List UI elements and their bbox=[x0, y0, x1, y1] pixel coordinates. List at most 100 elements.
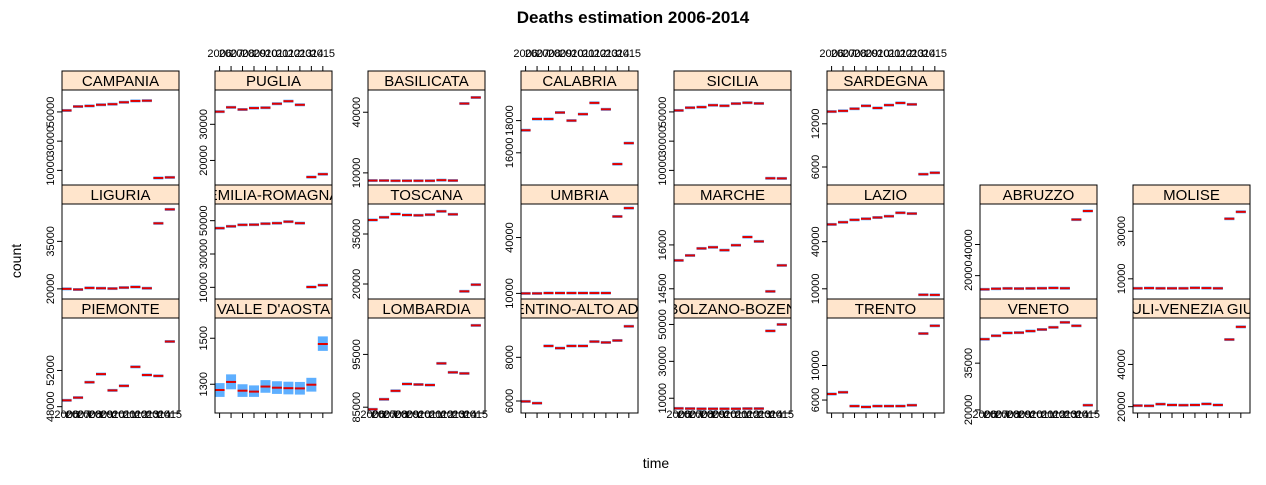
x-tick-label-bottom: 2011 bbox=[1030, 409, 1054, 421]
panel-lombardia: LOMBARDIA 85000 95000 bbox=[351, 298, 486, 423]
y-tick-label: 20000 bbox=[45, 274, 57, 305]
x-tick-label-top: 2013 bbox=[288, 48, 312, 60]
x-tick-label-bottom: 2008 bbox=[383, 409, 407, 421]
panel-strip-label: BOLZANO-BOZEN bbox=[668, 301, 796, 318]
panel-marks bbox=[674, 235, 787, 293]
x-tick-label-bottom: 2012 bbox=[735, 409, 759, 421]
x-tick-label-bottom: 2010 bbox=[1018, 409, 1042, 421]
panel-frame bbox=[214, 89, 333, 186]
panel-strip-label: VENETO bbox=[1008, 301, 1069, 318]
x-tick-label-bottom: 2009 bbox=[701, 409, 725, 421]
panel-veneto: VENETO 20000 35000 bbox=[963, 298, 1098, 426]
panel-marks bbox=[62, 207, 175, 291]
panel-marks bbox=[674, 101, 787, 180]
x-tick-label-bottom: 2015 bbox=[770, 409, 794, 421]
y-tick-label: 20000 bbox=[963, 395, 975, 426]
x-tick-label-top: 2014 bbox=[605, 48, 629, 60]
x-tick-label-top: 2007 bbox=[831, 48, 855, 60]
panel-frame bbox=[826, 89, 945, 186]
y-tick-label: 20000 bbox=[963, 260, 975, 291]
panel-frame bbox=[826, 203, 945, 300]
y-tick-label: 10000 bbox=[1116, 264, 1128, 295]
panel-marks bbox=[980, 320, 1093, 407]
chart-title: Deaths estimation 2006-2014 bbox=[517, 8, 750, 27]
x-tick-label-top: 2009 bbox=[242, 48, 266, 60]
y-tick-label: 8000 bbox=[504, 345, 516, 369]
panel-marks bbox=[827, 324, 940, 409]
x-tick-label-top: 2011 bbox=[571, 48, 595, 60]
x-tick-label-bottom: 2012 bbox=[429, 409, 453, 421]
y-tick-label: 10000 bbox=[45, 155, 57, 186]
panel-strip-label: FRIULI-VENEZIA GIULIA bbox=[1107, 301, 1266, 318]
y-tick-label: 10000 bbox=[810, 350, 822, 381]
x-tick-label-bottom: 2015 bbox=[464, 409, 488, 421]
panels-layer: PIEMONTE 48000 52000 VALLE D'AOSTA 1300 1500 L… bbox=[45, 48, 1266, 426]
panel-piemonte: PIEMONTE 48000 52000 bbox=[45, 298, 180, 422]
x-tick-label-top: 2006 bbox=[819, 48, 843, 60]
x-tick-label-bottom: 2011 bbox=[724, 409, 748, 421]
y-tick-label: 35000 bbox=[351, 219, 363, 250]
y-tick-label: 40000 bbox=[963, 229, 975, 260]
x-tick-label-bottom: 2009 bbox=[1007, 409, 1031, 421]
panel-strip-label: BASILICATA bbox=[384, 73, 468, 90]
x-tick-label-top: 2008 bbox=[536, 48, 560, 60]
x-tick-label-top: 2013 bbox=[900, 48, 924, 60]
x-tick-label-bottom: 2014 bbox=[1064, 409, 1088, 421]
x-tick-label-top: 2013 bbox=[594, 48, 618, 60]
y-tick-label: 30000 bbox=[1116, 216, 1128, 247]
panel-strip-label: EMILIA-ROMAGNA bbox=[208, 187, 340, 204]
x-tick-label-bottom: 2009 bbox=[395, 409, 419, 421]
x-tick-label-top: 2008 bbox=[842, 48, 866, 60]
x-tick-label-top: 2015 bbox=[923, 48, 947, 60]
y-tick-label: 10000 bbox=[504, 278, 516, 309]
panel-sardegna: SARDEGNA 6000 12000 bbox=[810, 70, 945, 186]
x-tick-label-top: 2012 bbox=[888, 48, 912, 60]
x-tick-label-top: 2010 bbox=[559, 48, 583, 60]
panel-frame bbox=[520, 203, 639, 300]
x-tick-label-top: 2006 bbox=[513, 48, 537, 60]
x-tick-label-bottom: 2013 bbox=[1053, 409, 1077, 421]
panel-marks bbox=[980, 209, 1093, 291]
panel-strip-label: TRENTINO-ALTO ADIGE bbox=[495, 301, 664, 318]
panel-marks bbox=[62, 99, 175, 180]
x-tick-label-bottom: 2011 bbox=[418, 409, 442, 421]
panel-strip-label: CALABRIA bbox=[542, 73, 616, 90]
panel-marks bbox=[1133, 210, 1246, 290]
panel-frame bbox=[367, 317, 486, 414]
panel-marks bbox=[521, 324, 634, 405]
panel-marks bbox=[368, 209, 481, 293]
x-tick-label-bottom: 2007 bbox=[984, 409, 1008, 421]
y-tick-label: 50000 bbox=[657, 97, 669, 128]
x-tick-label-top: 2008 bbox=[230, 48, 254, 60]
panel-marks bbox=[674, 322, 787, 411]
x-tick-label-bottom: 2008 bbox=[77, 409, 101, 421]
y-tick-label: 14500 bbox=[657, 273, 669, 304]
panel-marks bbox=[215, 336, 328, 397]
y-tick-label: 6000 bbox=[504, 389, 516, 413]
panel-frame bbox=[979, 203, 1098, 300]
panel-frame bbox=[520, 317, 639, 414]
panel-marks bbox=[368, 95, 481, 183]
panel-marks bbox=[827, 101, 940, 176]
panel-strip-label: SARDEGNA bbox=[843, 73, 927, 90]
panel-frame bbox=[673, 203, 792, 300]
panel-frame bbox=[1132, 203, 1251, 300]
panel-marks bbox=[368, 323, 481, 411]
panel-basilicata: BASILICATA 10000 40000 bbox=[351, 70, 486, 188]
x-tick-label-bottom: 2006 bbox=[972, 409, 996, 421]
y-tick-label: 16000 bbox=[504, 137, 516, 168]
y-tick-label: 30000 bbox=[198, 109, 210, 140]
panel-marks bbox=[521, 101, 634, 166]
panel-strip-label: LOMBARDIA bbox=[382, 301, 470, 318]
x-tick-label-bottom: 2010 bbox=[406, 409, 430, 421]
y-tick-label: 85000 bbox=[351, 392, 363, 423]
panel-strip-label: ABRUZZO bbox=[1003, 187, 1075, 204]
y-tick-label: 20000 bbox=[1116, 391, 1128, 422]
x-tick-label-top: 2007 bbox=[525, 48, 549, 60]
panel-strip-label: MARCHE bbox=[700, 187, 765, 204]
